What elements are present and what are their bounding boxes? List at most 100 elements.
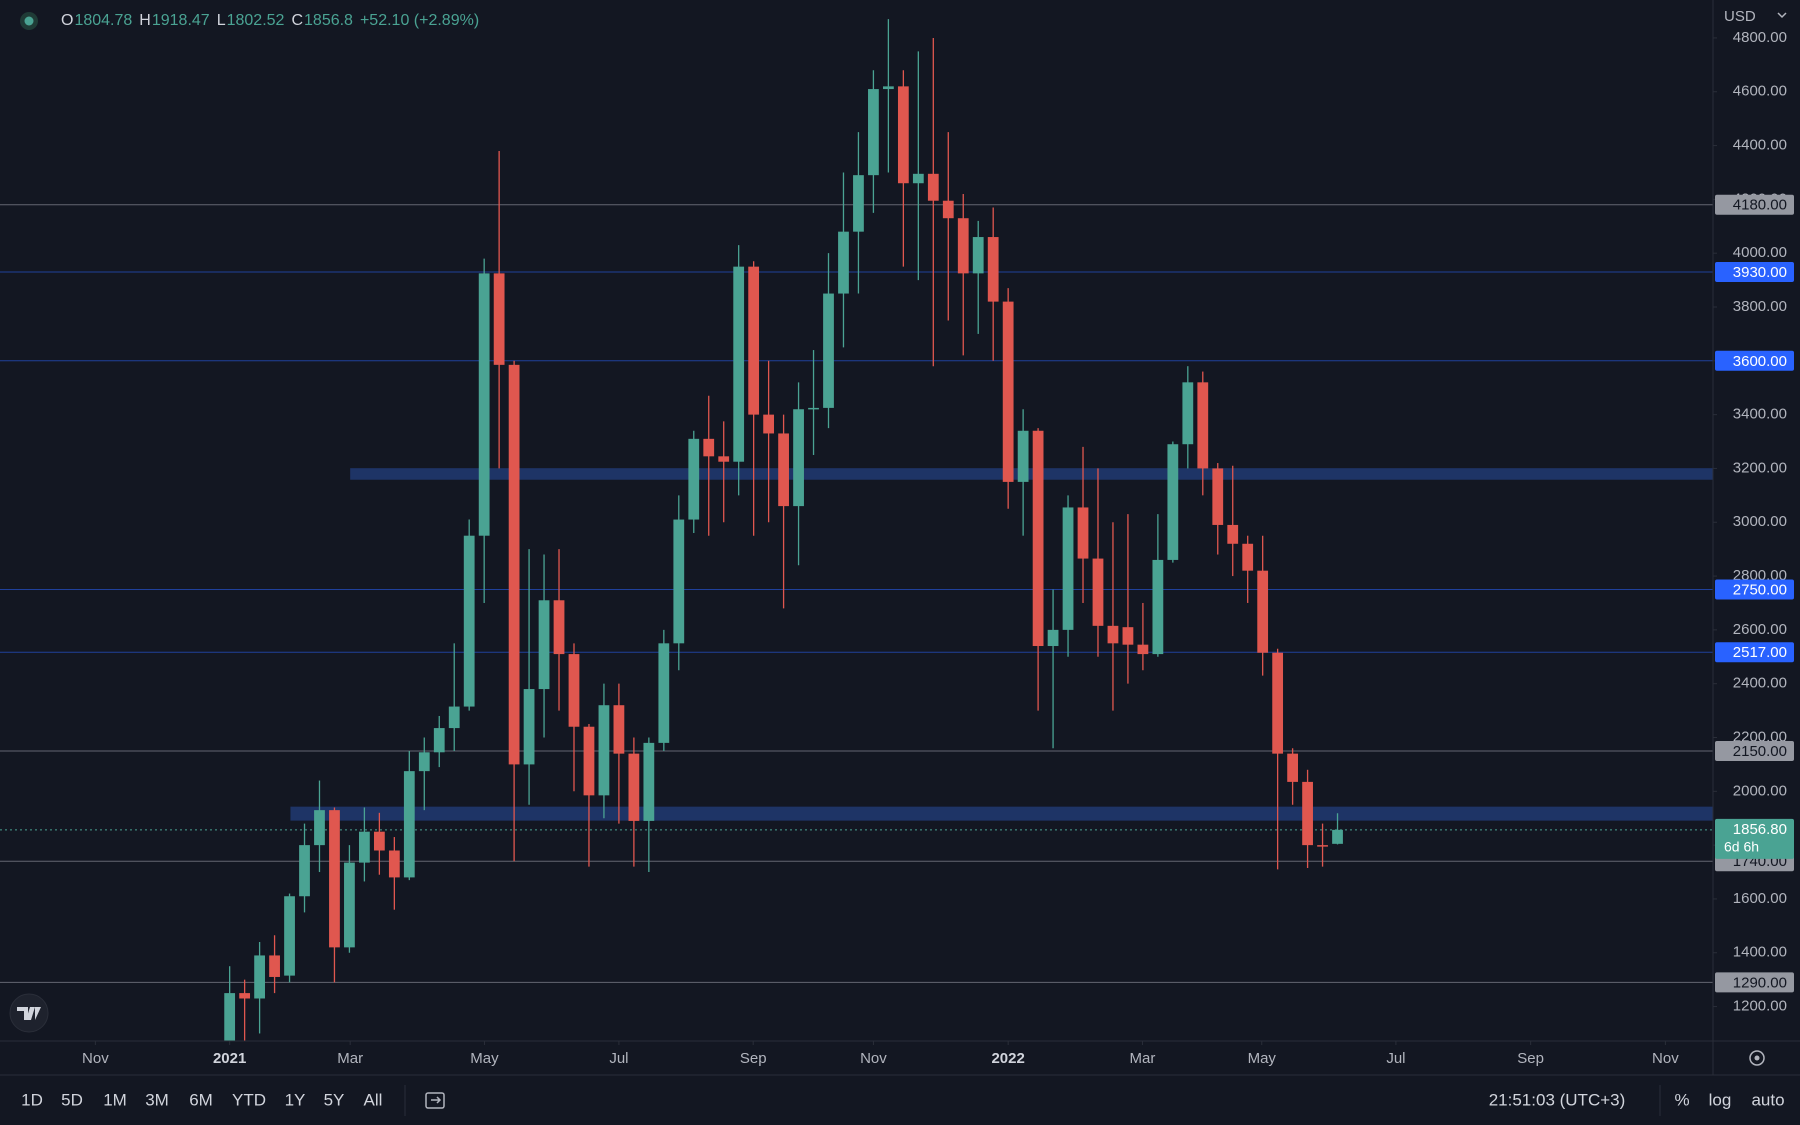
candle-body	[583, 726, 595, 796]
candle-body	[1212, 468, 1224, 525]
level-tag-label: 3930.00	[1733, 264, 1787, 281]
candle-body	[448, 706, 460, 729]
range-button[interactable]: 5D	[61, 1090, 83, 1109]
compare-frame[interactable]	[425, 1092, 445, 1109]
candle-body	[733, 266, 745, 462]
range-button[interactable]: 1Y	[285, 1090, 306, 1109]
range-button[interactable]: All	[364, 1090, 383, 1109]
plot-area	[0, 19, 1713, 1041]
y-tick-label: 1400.00	[1733, 944, 1787, 961]
currency-chevron[interactable]	[1777, 12, 1787, 19]
range-button[interactable]: 6M	[189, 1090, 213, 1109]
level-tag-label: 1290.00	[1733, 974, 1787, 991]
last-price-tag	[1715, 818, 1794, 859]
candle-body	[853, 175, 864, 232]
gear-hub[interactable]	[1754, 1055, 1760, 1061]
currency[interactable]: USD	[1724, 8, 1756, 25]
x-tick-label: Mar	[337, 1050, 363, 1067]
range-button[interactable]: YTD	[232, 1090, 266, 1109]
candle-body	[1242, 543, 1254, 571]
x-tick-label: 2022	[991, 1050, 1024, 1067]
status-dot	[24, 16, 34, 26]
level-tag	[1715, 740, 1794, 761]
legend-key: C	[291, 12, 303, 29]
candle-body	[1302, 781, 1313, 846]
candle-body	[912, 173, 924, 184]
y-tick-label: 4600.00	[1733, 83, 1787, 100]
zone	[290, 806, 1713, 821]
candle-body	[284, 896, 295, 976]
y-tick-label: 3400.00	[1733, 406, 1787, 423]
level-tag	[1715, 579, 1794, 600]
candle-body	[1032, 430, 1044, 647]
level-tag	[1715, 972, 1794, 993]
candle-body	[224, 993, 236, 1041]
candle-body	[269, 955, 280, 977]
x-tick-label: May	[1248, 1050, 1277, 1067]
legend-value: 1918.47	[152, 12, 210, 29]
candle-body	[463, 535, 475, 707]
gear[interactable]	[1749, 1050, 1765, 1066]
candle-body	[658, 643, 670, 743]
x-tick-label: 2021	[213, 1050, 246, 1067]
scale-option[interactable]: auto	[1751, 1090, 1784, 1109]
candle-body	[1062, 507, 1074, 630]
zone	[350, 468, 1713, 480]
candle-body	[254, 955, 265, 999]
candle-body	[493, 273, 505, 365]
candle-body	[299, 845, 310, 897]
legend-key: H	[139, 12, 151, 29]
candle-body	[388, 850, 400, 878]
x-tick-label: Jul	[609, 1050, 628, 1067]
candle-body	[1017, 430, 1029, 482]
candle-body	[478, 273, 490, 536]
y-tick-label: 2000.00	[1733, 782, 1787, 799]
candle-body	[957, 218, 969, 274]
range-button[interactable]: 5Y	[324, 1090, 345, 1109]
x-tick-label: Nov	[1652, 1050, 1679, 1067]
y-tick-label: 4400.00	[1733, 137, 1787, 154]
clock[interactable]: 21:51:03 (UTC+3)	[1489, 1090, 1626, 1109]
candle-body	[793, 409, 804, 507]
candle-body	[1047, 629, 1059, 647]
legend-change: +52.10 (+2.89%)	[360, 12, 479, 29]
range-button[interactable]: 3M	[145, 1090, 169, 1109]
candle-body	[538, 600, 550, 690]
level-tag-label: 2517.00	[1733, 644, 1787, 661]
candle-body	[927, 173, 939, 201]
candle-body	[987, 237, 999, 302]
bar-countdown: 6d 6h	[1724, 839, 1759, 855]
legend-value: 1804.78	[74, 12, 132, 29]
legend-value: 1802.52	[227, 12, 285, 29]
candle-body	[718, 456, 730, 462]
candle-body	[972, 237, 984, 274]
compare-arrow[interactable]	[431, 1096, 442, 1104]
candle-body	[344, 862, 355, 948]
candle-body	[1197, 382, 1209, 469]
level-tag	[1715, 194, 1794, 215]
scale-option[interactable]: %	[1674, 1090, 1689, 1109]
level-tag-label: 4180.00	[1733, 197, 1787, 214]
legend-key: L	[217, 12, 226, 29]
candle-body	[418, 752, 430, 772]
candle-body	[1227, 524, 1239, 544]
x-tick-label: Sep	[1517, 1050, 1544, 1067]
candle-body	[314, 810, 325, 846]
compare-icon[interactable]	[425, 1092, 445, 1109]
y-tick-label: 1600.00	[1733, 890, 1787, 907]
candle-body	[868, 89, 879, 176]
candle-body	[643, 742, 655, 821]
scale-option[interactable]: log	[1709, 1090, 1732, 1109]
candle-body	[553, 600, 565, 655]
settings-icon[interactable]	[1749, 1050, 1765, 1066]
candle-body	[1077, 507, 1089, 559]
candle-body	[523, 689, 535, 765]
level-tag-label: 2750.00	[1733, 581, 1787, 598]
candle-body	[808, 407, 819, 410]
range-button[interactable]: 1M	[103, 1090, 127, 1109]
candle-body	[568, 654, 580, 727]
candle-body	[1167, 444, 1179, 560]
logo[interactable]	[17, 1007, 41, 1020]
range-button[interactable]: 1D	[21, 1090, 43, 1109]
